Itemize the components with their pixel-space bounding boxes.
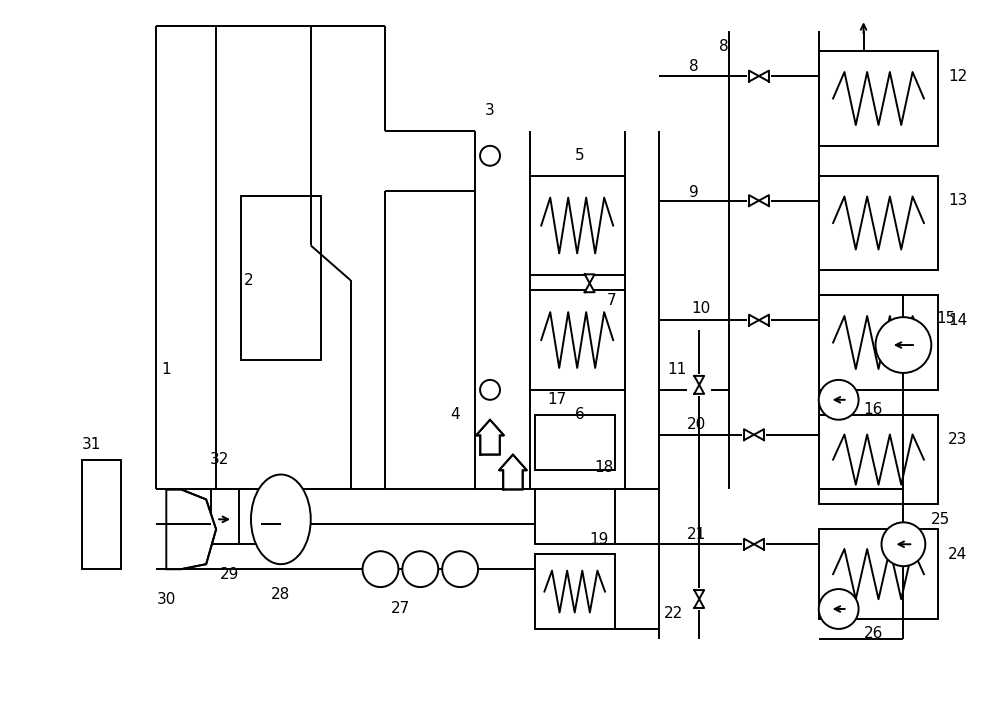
Polygon shape <box>694 599 704 608</box>
Text: 2: 2 <box>244 273 254 287</box>
Polygon shape <box>744 539 754 549</box>
Circle shape <box>876 317 931 373</box>
Bar <box>211 489 239 544</box>
Bar <box>229 489 261 544</box>
Text: 15: 15 <box>936 311 956 326</box>
Text: 23: 23 <box>948 432 968 447</box>
Polygon shape <box>759 71 769 81</box>
Circle shape <box>881 523 925 566</box>
Text: 16: 16 <box>864 402 883 417</box>
Text: 8: 8 <box>719 39 729 54</box>
Polygon shape <box>585 274 595 283</box>
Text: 10: 10 <box>691 301 710 316</box>
Text: 29: 29 <box>219 566 239 582</box>
Text: 17: 17 <box>548 392 567 407</box>
Bar <box>530 176 625 275</box>
Text: 22: 22 <box>664 607 684 622</box>
Bar <box>819 530 938 619</box>
Bar <box>535 415 615 469</box>
Text: 4: 4 <box>450 407 460 422</box>
Text: 27: 27 <box>391 602 410 617</box>
Bar <box>82 459 121 569</box>
Text: 24: 24 <box>948 547 967 561</box>
Ellipse shape <box>251 474 311 564</box>
Text: 32: 32 <box>209 452 229 467</box>
Bar <box>535 489 615 544</box>
Circle shape <box>402 552 438 587</box>
Text: 31: 31 <box>82 437 101 452</box>
Bar <box>535 554 615 629</box>
Polygon shape <box>749 195 759 206</box>
Polygon shape <box>749 314 759 326</box>
Circle shape <box>442 552 478 587</box>
Text: 26: 26 <box>864 627 883 641</box>
Text: 9: 9 <box>689 185 699 200</box>
Text: 6: 6 <box>575 407 585 422</box>
Bar <box>819 176 938 270</box>
Bar <box>819 295 938 390</box>
Circle shape <box>480 380 500 400</box>
Text: 13: 13 <box>948 193 968 208</box>
Text: 5: 5 <box>575 148 584 164</box>
Bar <box>819 415 938 504</box>
Circle shape <box>480 146 500 166</box>
Bar <box>241 195 321 360</box>
Text: 28: 28 <box>271 586 290 602</box>
Text: 3: 3 <box>485 103 495 118</box>
Polygon shape <box>476 420 504 455</box>
Polygon shape <box>694 376 704 385</box>
Text: 21: 21 <box>687 527 707 542</box>
Text: 1: 1 <box>161 362 171 377</box>
Polygon shape <box>166 489 216 569</box>
Text: 30: 30 <box>156 592 176 607</box>
Text: 8: 8 <box>689 59 699 74</box>
Text: 7: 7 <box>607 292 616 308</box>
Bar <box>819 51 938 146</box>
Polygon shape <box>749 71 759 81</box>
Text: 25: 25 <box>931 512 951 527</box>
Text: 14: 14 <box>948 313 967 328</box>
Circle shape <box>819 589 859 629</box>
Text: 19: 19 <box>590 532 609 547</box>
Polygon shape <box>759 314 769 326</box>
Polygon shape <box>754 429 764 440</box>
Text: 12: 12 <box>948 69 967 84</box>
Polygon shape <box>585 283 595 292</box>
Polygon shape <box>694 590 704 599</box>
Bar <box>530 290 625 390</box>
Polygon shape <box>499 455 527 489</box>
Polygon shape <box>694 385 704 394</box>
Text: 11: 11 <box>667 362 687 377</box>
Circle shape <box>819 380 859 420</box>
Polygon shape <box>759 195 769 206</box>
Circle shape <box>363 552 398 587</box>
Text: 18: 18 <box>595 460 614 475</box>
Polygon shape <box>744 429 754 440</box>
Polygon shape <box>754 539 764 549</box>
Text: 20: 20 <box>687 417 707 432</box>
